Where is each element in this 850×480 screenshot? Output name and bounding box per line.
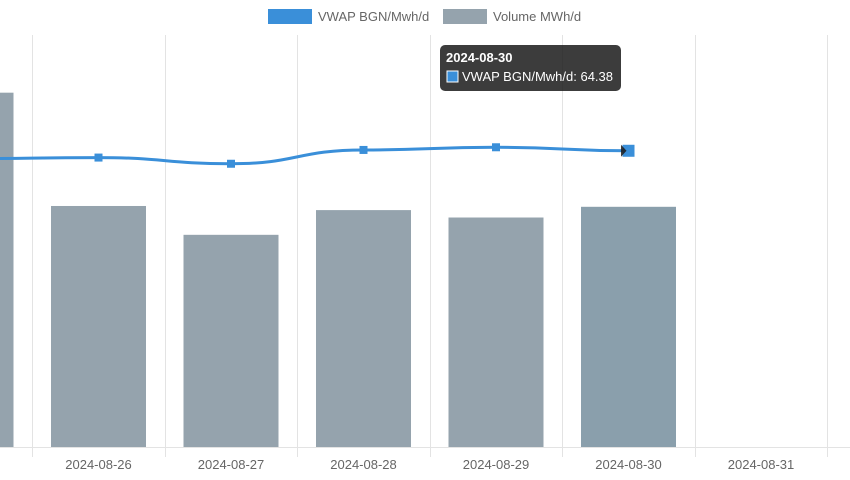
volume-bar [0,92,14,448]
volume-bars [0,92,676,448]
vwap-point [492,143,500,152]
x-tick-label: 2024-08-27 [198,457,265,472]
x-tick-label: 2024-08-26 [65,457,132,472]
vwap-line-path [0,145,629,166]
vwap-line [0,143,635,168]
legend-swatch-volume[interactable] [443,9,487,24]
vwap-point [359,145,368,154]
x-tick-label: 2024-08-29 [463,457,530,472]
tooltip-swatch [446,70,459,83]
x-tick-label: 2024-08-28 [330,457,397,472]
chart-tooltip: 2024-08-30 VWAP BGN/Mwh/d: 64.38 [440,45,627,157]
vwap-point [227,159,235,168]
legend-swatch-vwap[interactable] [268,9,312,24]
x-tick-label: 2024-08-31 [728,457,795,472]
grid-lines [0,35,850,457]
tooltip-title: 2024-08-30 [446,50,513,65]
volume-bar [51,205,146,447]
volume-bar [448,217,544,447]
tooltip-value: VWAP BGN/Mwh/d: 64.38 [462,69,613,84]
x-axis-ticks: 2024-08-26 2024-08-27 2024-08-28 2024-08-29… [65,457,794,472]
vwap-point [94,153,103,162]
legend-label-volume[interactable]: Volume MWh/d [493,9,581,24]
volume-bar [183,234,279,447]
legend-label-vwap[interactable]: VWAP BGN/Mwh/d [318,9,429,24]
volume-bar [581,206,676,447]
x-tick-label: 2024-08-30 [595,457,662,472]
tooltip-box [440,45,621,91]
volume-bar [316,210,411,447]
vwap-point-active [622,144,635,157]
tooltip-caret [621,144,627,157]
chart-legend: VWAP BGN/Mwh/d Volume MWh/d [268,9,581,24]
